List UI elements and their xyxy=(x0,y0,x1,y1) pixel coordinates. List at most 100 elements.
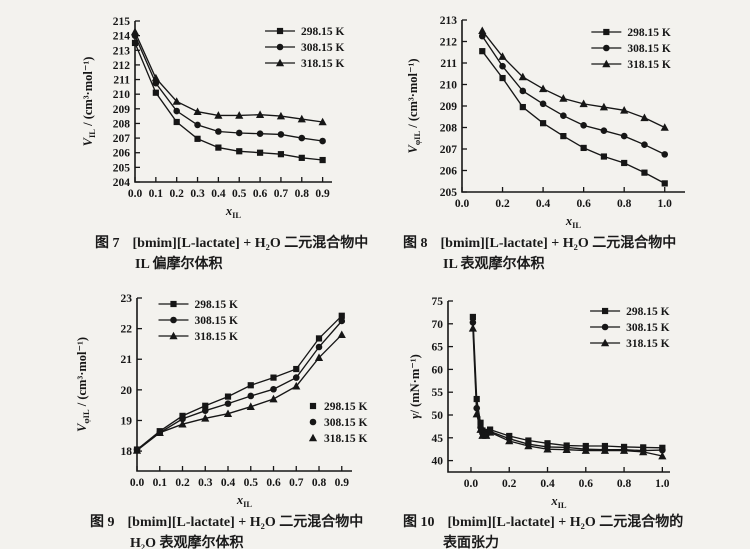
series-line-298.15-K xyxy=(134,42,323,161)
y-tick-label: 213 xyxy=(113,45,131,57)
series-line-308.15-K xyxy=(136,320,343,451)
figure9-caption-tag: 图 9 xyxy=(90,515,115,530)
y-tick-label: 211 xyxy=(113,75,130,87)
y-tick-label: 55 xyxy=(432,387,444,399)
x-tick-label: 0.1 xyxy=(149,188,164,200)
x-tick-label: 0.1 xyxy=(153,477,168,489)
y-tick-label: 50 xyxy=(432,410,444,422)
legend-label-308.15-K: 308.15 K xyxy=(324,417,368,429)
figure8-caption-text: [bmim][L-lactate] + H₂O 二元混合物中 xyxy=(440,236,677,251)
y-tick-label: 205 xyxy=(440,187,458,199)
x-tick-label: 0.5 xyxy=(244,477,259,489)
y-tick-label: 60 xyxy=(432,364,444,376)
x-axis-label: xIL xyxy=(550,494,567,509)
legend-label-308.15-K: 308.15 K xyxy=(195,315,239,327)
figure10-caption-tag: 图 10 xyxy=(403,515,435,530)
x-tick-label: 0.8 xyxy=(617,198,632,210)
figure7-chart: 204 205 206 207 208 209 210 211 212 213 214 215 0.0 0… xyxy=(81,16,345,220)
y-tick-label: 209 xyxy=(113,104,131,116)
y-tick-label: 212 xyxy=(113,60,131,72)
legend-label-298.15-K: 298.15 K xyxy=(626,306,670,318)
figure7-caption-text: [bmim][L-lactate] + H₂O 二元混合物中 xyxy=(132,236,369,251)
figure8-caption-tag: 图 8 xyxy=(403,236,428,251)
y-tick-label: 207 xyxy=(440,144,458,156)
legend-label-298.15-K: 298.15 K xyxy=(627,27,671,39)
x-tick-label: 0.8 xyxy=(312,477,327,489)
x-tick-label: 0.2 xyxy=(495,198,510,210)
y-tick-label: 204 xyxy=(113,177,131,189)
figure9-block: 18 19 20 21 22 23 0.0 0.1 0.2 0.3 0.4 0.5 0.6 0.7 0.8 0… xyxy=(40,283,380,549)
x-tick-label: 0.7 xyxy=(274,188,289,200)
legend-label-318.15-K: 318.15 K xyxy=(324,433,368,445)
figure7-caption-line2: IL 偏摩尔体积 xyxy=(135,257,223,272)
y-tick-label: 21 xyxy=(121,354,133,366)
figure8-caption-line2: IL 表观摩尔体积 xyxy=(443,257,545,272)
x-tick-label: 0.4 xyxy=(221,477,236,489)
y-tick-label: 40 xyxy=(432,456,444,468)
x-tick-label: 0.0 xyxy=(464,478,479,490)
x-tick-label: 0.0 xyxy=(128,188,143,200)
x-tick-label: 0.0 xyxy=(455,198,470,210)
series-line-318.15-K xyxy=(134,31,323,123)
series-line-298.15-K xyxy=(481,50,666,184)
figure7-caption-tag: 图 7 xyxy=(95,236,120,251)
y-axis-label: γ/ (mN·m⁻¹) xyxy=(408,354,422,419)
legend-label-308.15-K: 308.15 K xyxy=(627,43,671,55)
figure10-chart: 40 45 50 55 60 65 70 75 0.0 0.2 0.4 0.6 0.8 1.0 γ/ (mN… xyxy=(408,296,670,509)
figure10-caption-text: [bmim][L-lactate] + H₂O 二元混合物的 xyxy=(447,515,684,530)
y-tick-label: 205 xyxy=(113,162,131,174)
y-tick-label: 45 xyxy=(432,433,444,445)
figure7-caption-line1: 图 7 [bmim][L-lactate] + H₂O 二元混合物中 xyxy=(95,233,380,254)
y-tick-label: 20 xyxy=(121,385,133,397)
figure8-caption-line1: 图 8 [bmim][L-lactate] + H₂O 二元混合物中 xyxy=(403,233,747,254)
figure9-caption-line1: 图 9 [bmim][L-lactate] + H₂O 二元混合物中 xyxy=(90,512,380,533)
figure9-caption-line2: H₂O 表观摩尔体积 xyxy=(130,536,244,549)
x-axis-label: xIL xyxy=(225,204,242,220)
y-tick-label: 212 xyxy=(440,37,458,49)
series-line-298.15-K xyxy=(136,315,343,451)
x-tick-label: 0.2 xyxy=(175,477,190,489)
x-tick-label: 0.5 xyxy=(232,188,247,200)
y-tick-label: 65 xyxy=(432,342,444,354)
y-tick-label: 206 xyxy=(113,148,131,160)
x-tick-label: 0.8 xyxy=(295,188,310,200)
y-tick-label: 22 xyxy=(121,324,133,336)
figure10-block: 40 45 50 55 60 65 70 75 0.0 0.2 0.4 0.6 0.8 1.0 γ/ (mN… xyxy=(385,283,747,549)
figure7-caption: 图 7 [bmim][L-lactate] + H₂O 二元混合物中 IL 偏摩尔… xyxy=(40,233,380,275)
figure10-caption: 图 10 [bmim][L-lactate] + H₂O 二元混合物的 表面张力 xyxy=(385,512,747,549)
figure10-caption-line2: 表面张力 xyxy=(443,536,499,549)
x-tick-label: 0.4 xyxy=(211,188,226,200)
figure7-block: 204 205 206 207 208 209 210 211 212 213 214 215 0.0 0… xyxy=(40,4,380,275)
y-axis-label: VIL / (cm³·mol⁻¹) xyxy=(81,57,97,147)
y-tick-label: 18 xyxy=(121,446,133,458)
y-tick-label: 208 xyxy=(440,123,458,135)
x-tick-label: 0.2 xyxy=(502,478,517,490)
x-tick-label: 0.9 xyxy=(335,477,350,489)
legend-label-298.15-K: 298.15 K xyxy=(301,26,345,38)
series-line-298.15-K xyxy=(472,316,663,449)
figure8-chart: 205 206 207 208 209 210 211 212 213 0.0 0.2 0.4 0.6 0… xyxy=(406,15,685,230)
series-line-308.15-K xyxy=(134,35,323,142)
y-tick-label: 19 xyxy=(121,415,133,427)
y-tick-label: 207 xyxy=(113,133,131,145)
x-tick-label: 0.9 xyxy=(315,188,330,200)
legend-label-298.15-K: 298.15 K xyxy=(324,401,368,413)
x-tick-label: 0.6 xyxy=(576,198,591,210)
y-tick-label: 206 xyxy=(440,166,458,178)
y-tick-label: 70 xyxy=(432,319,444,331)
y-tick-label: 214 xyxy=(113,31,131,43)
x-axis-label: xIL xyxy=(236,493,253,509)
legend-label-318.15-K: 318.15 K xyxy=(627,59,671,71)
series-line-308.15-K xyxy=(481,35,665,156)
legend-label-318.15-K: 318.15 K xyxy=(301,58,345,70)
figure10-caption-line1: 图 10 [bmim][L-lactate] + H₂O 二元混合物的 xyxy=(403,512,747,533)
x-tick-label: 0.6 xyxy=(266,477,281,489)
y-tick-label: 23 xyxy=(121,293,133,305)
x-tick-label: 0.6 xyxy=(579,478,594,490)
x-tick-label: 1.0 xyxy=(655,478,670,490)
y-tick-label: 215 xyxy=(113,16,131,28)
figure9-caption: 图 9 [bmim][L-lactate] + H₂O 二元混合物中 H₂O 表观… xyxy=(40,512,380,549)
series-line-318.15-K xyxy=(136,334,343,452)
y-axis-label: VφIL / (cm³·mol⁻¹) xyxy=(406,58,422,153)
x-tick-label: 0.8 xyxy=(617,478,632,490)
